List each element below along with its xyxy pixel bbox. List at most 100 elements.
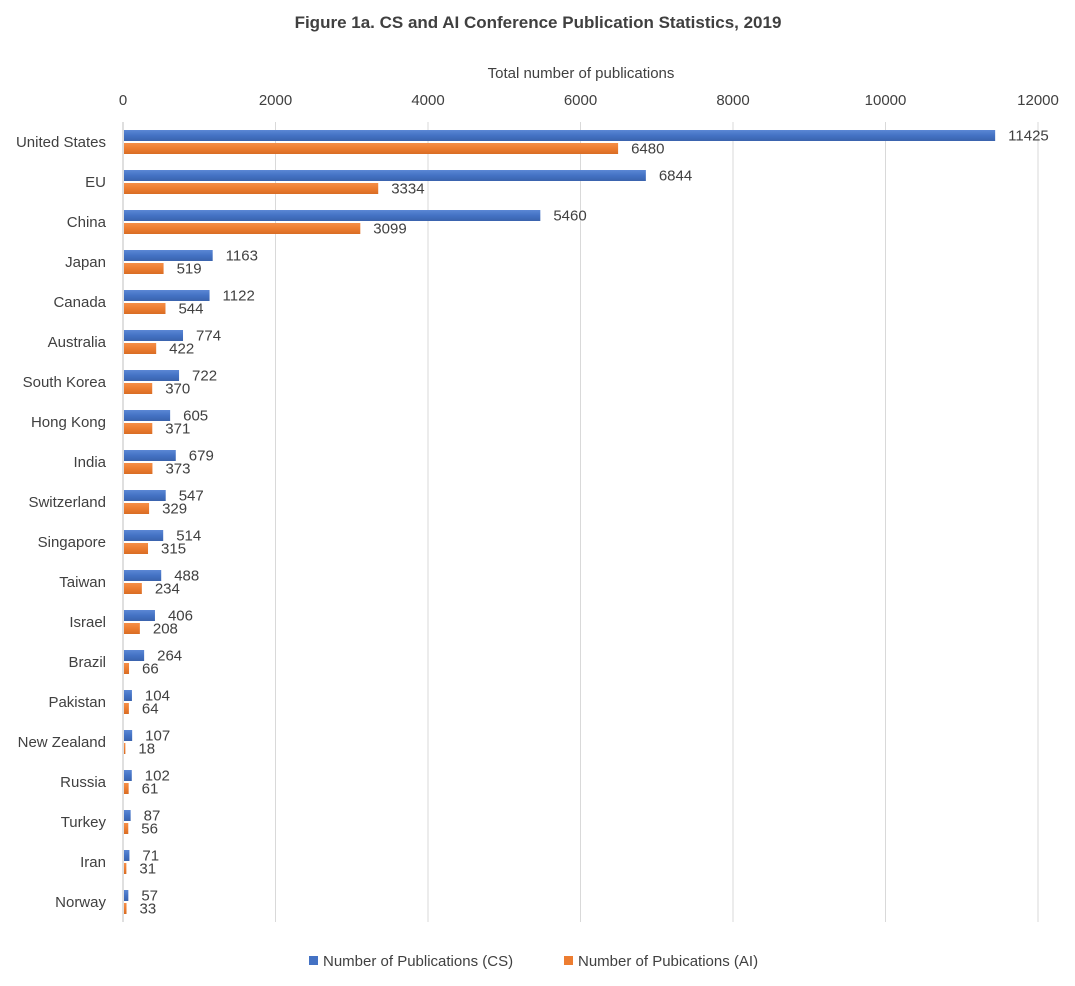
data-label-cs-13: 264: [157, 648, 182, 665]
category-label: Pakistan: [48, 694, 106, 711]
gridlines: [122, 122, 1039, 922]
category-label: China: [67, 214, 107, 231]
chart-title: Figure 1a. CS and AI Conference Publicat…: [295, 13, 782, 32]
category-label: Canada: [53, 294, 106, 311]
data-label-ai-15: 18: [138, 741, 155, 758]
category-label: Russia: [60, 774, 107, 791]
data-label-ai-18: 31: [139, 861, 156, 878]
x-tick-label: 2000: [259, 92, 292, 109]
data-label-cs-12: 406: [168, 608, 193, 625]
legend-label-0: Number of Publications (CS): [323, 953, 513, 970]
bar-cs-16: [124, 770, 132, 781]
bar-cs-3: [124, 250, 213, 261]
data-label-cs-6: 722: [192, 368, 217, 385]
bar-ai-18: [124, 863, 127, 874]
legend-swatch-1: [564, 956, 573, 965]
bar-cs-15: [124, 730, 133, 741]
x-tick-label: 8000: [716, 92, 749, 109]
data-label-ai-7: 371: [165, 421, 190, 438]
bar-cs-6: [124, 370, 180, 381]
category-label: South Korea: [23, 374, 107, 391]
data-label-ai-4: 544: [178, 301, 203, 318]
bar-ai-16: [124, 783, 129, 794]
data-label-ai-0: 6480: [631, 141, 664, 158]
bar-ai-12: [124, 623, 140, 634]
data-label-cs-15: 107: [145, 728, 170, 745]
data-label-ai-10: 315: [161, 541, 186, 558]
bar-cs-11: [124, 570, 162, 581]
bar-cs-1: [124, 170, 646, 181]
category-labels: United States EU China Japan Canada Australia…: [16, 134, 107, 911]
data-label-ai-14: 64: [142, 701, 159, 718]
bar-ai-3: [124, 263, 164, 274]
bar-ai-4: [124, 303, 166, 314]
data-label-ai-8: 373: [165, 461, 190, 478]
data-label-cs-11: 488: [174, 568, 199, 585]
legend-label-1: Number of Pubications (AI): [578, 953, 758, 970]
data-label-ai-6: 370: [165, 381, 190, 398]
bar-cs-19: [124, 890, 129, 901]
x-tick-label: 0: [119, 92, 127, 109]
data-label-ai-16: 61: [142, 781, 159, 798]
data-label-cs-1: 6844: [659, 168, 692, 185]
x-axis-ticks: 0 2000 4000 6000 8000 10000 12000: [119, 92, 1059, 109]
x-tick-label: 6000: [564, 92, 597, 109]
bar-ai-19: [124, 903, 127, 914]
data-labels: 11425 6480 6844 3334 5460 3099 1163 519 1122 544 7…: [138, 128, 1048, 918]
legend: Number of Publications (CS) Number of Pub…: [309, 953, 758, 970]
bar-cs-17: [124, 810, 131, 821]
data-label-ai-2: 3099: [373, 221, 406, 238]
data-label-cs-17: 87: [144, 808, 161, 825]
category-label: Brazil: [68, 654, 106, 671]
category-label: Turkey: [61, 814, 107, 831]
category-label: United States: [16, 134, 106, 151]
data-label-cs-14: 104: [145, 688, 170, 705]
category-label: India: [73, 454, 106, 471]
data-label-ai-17: 56: [141, 821, 158, 838]
bar-ai-15: [124, 743, 126, 754]
bar-cs-14: [124, 690, 132, 701]
category-label: EU: [85, 174, 106, 191]
data-label-ai-13: 66: [142, 661, 159, 678]
bar-ai-9: [124, 503, 150, 514]
bar-cs-13: [124, 650, 145, 661]
category-label: Singapore: [38, 534, 106, 551]
data-label-ai-11: 234: [155, 581, 180, 598]
category-label: Norway: [55, 894, 106, 911]
bar-cs-9: [124, 490, 166, 501]
bar-cs-0: [124, 130, 996, 141]
category-label: New Zealand: [18, 734, 106, 751]
data-label-cs-16: 102: [145, 768, 170, 785]
data-label-ai-3: 519: [177, 261, 202, 278]
category-label: Switzerland: [28, 494, 106, 511]
data-label-cs-18: 71: [142, 848, 159, 865]
data-label-cs-8: 679: [189, 448, 214, 465]
data-label-cs-7: 605: [183, 408, 208, 425]
bar-ai-6: [124, 383, 153, 394]
data-label-cs-2: 5460: [553, 208, 586, 225]
bar-ai-14: [124, 703, 129, 714]
bar-ai-2: [124, 223, 361, 234]
bar-cs-18: [124, 850, 130, 861]
legend-swatch-0: [309, 956, 318, 965]
data-label-cs-19: 57: [141, 888, 158, 905]
bar-ai-17: [124, 823, 129, 834]
x-tick-label: 12000: [1017, 92, 1059, 109]
bar-cs-4: [124, 290, 210, 301]
data-label-cs-4: 1122: [223, 288, 255, 305]
bar-ai-1: [124, 183, 379, 194]
bar-ai-10: [124, 543, 149, 554]
x-axis-title: Total number of publications: [488, 65, 675, 82]
bar-ai-0: [124, 143, 619, 154]
category-label: Iran: [80, 854, 106, 871]
x-tick-label: 4000: [411, 92, 444, 109]
data-label-ai-19: 33: [140, 901, 157, 918]
bar-cs-2: [124, 210, 541, 221]
data-label-cs-0: 11425: [1008, 128, 1049, 145]
data-label-cs-10: 514: [176, 528, 201, 545]
data-label-cs-9: 547: [179, 488, 204, 505]
category-label: Japan: [65, 254, 106, 271]
category-label: Taiwan: [59, 574, 106, 591]
